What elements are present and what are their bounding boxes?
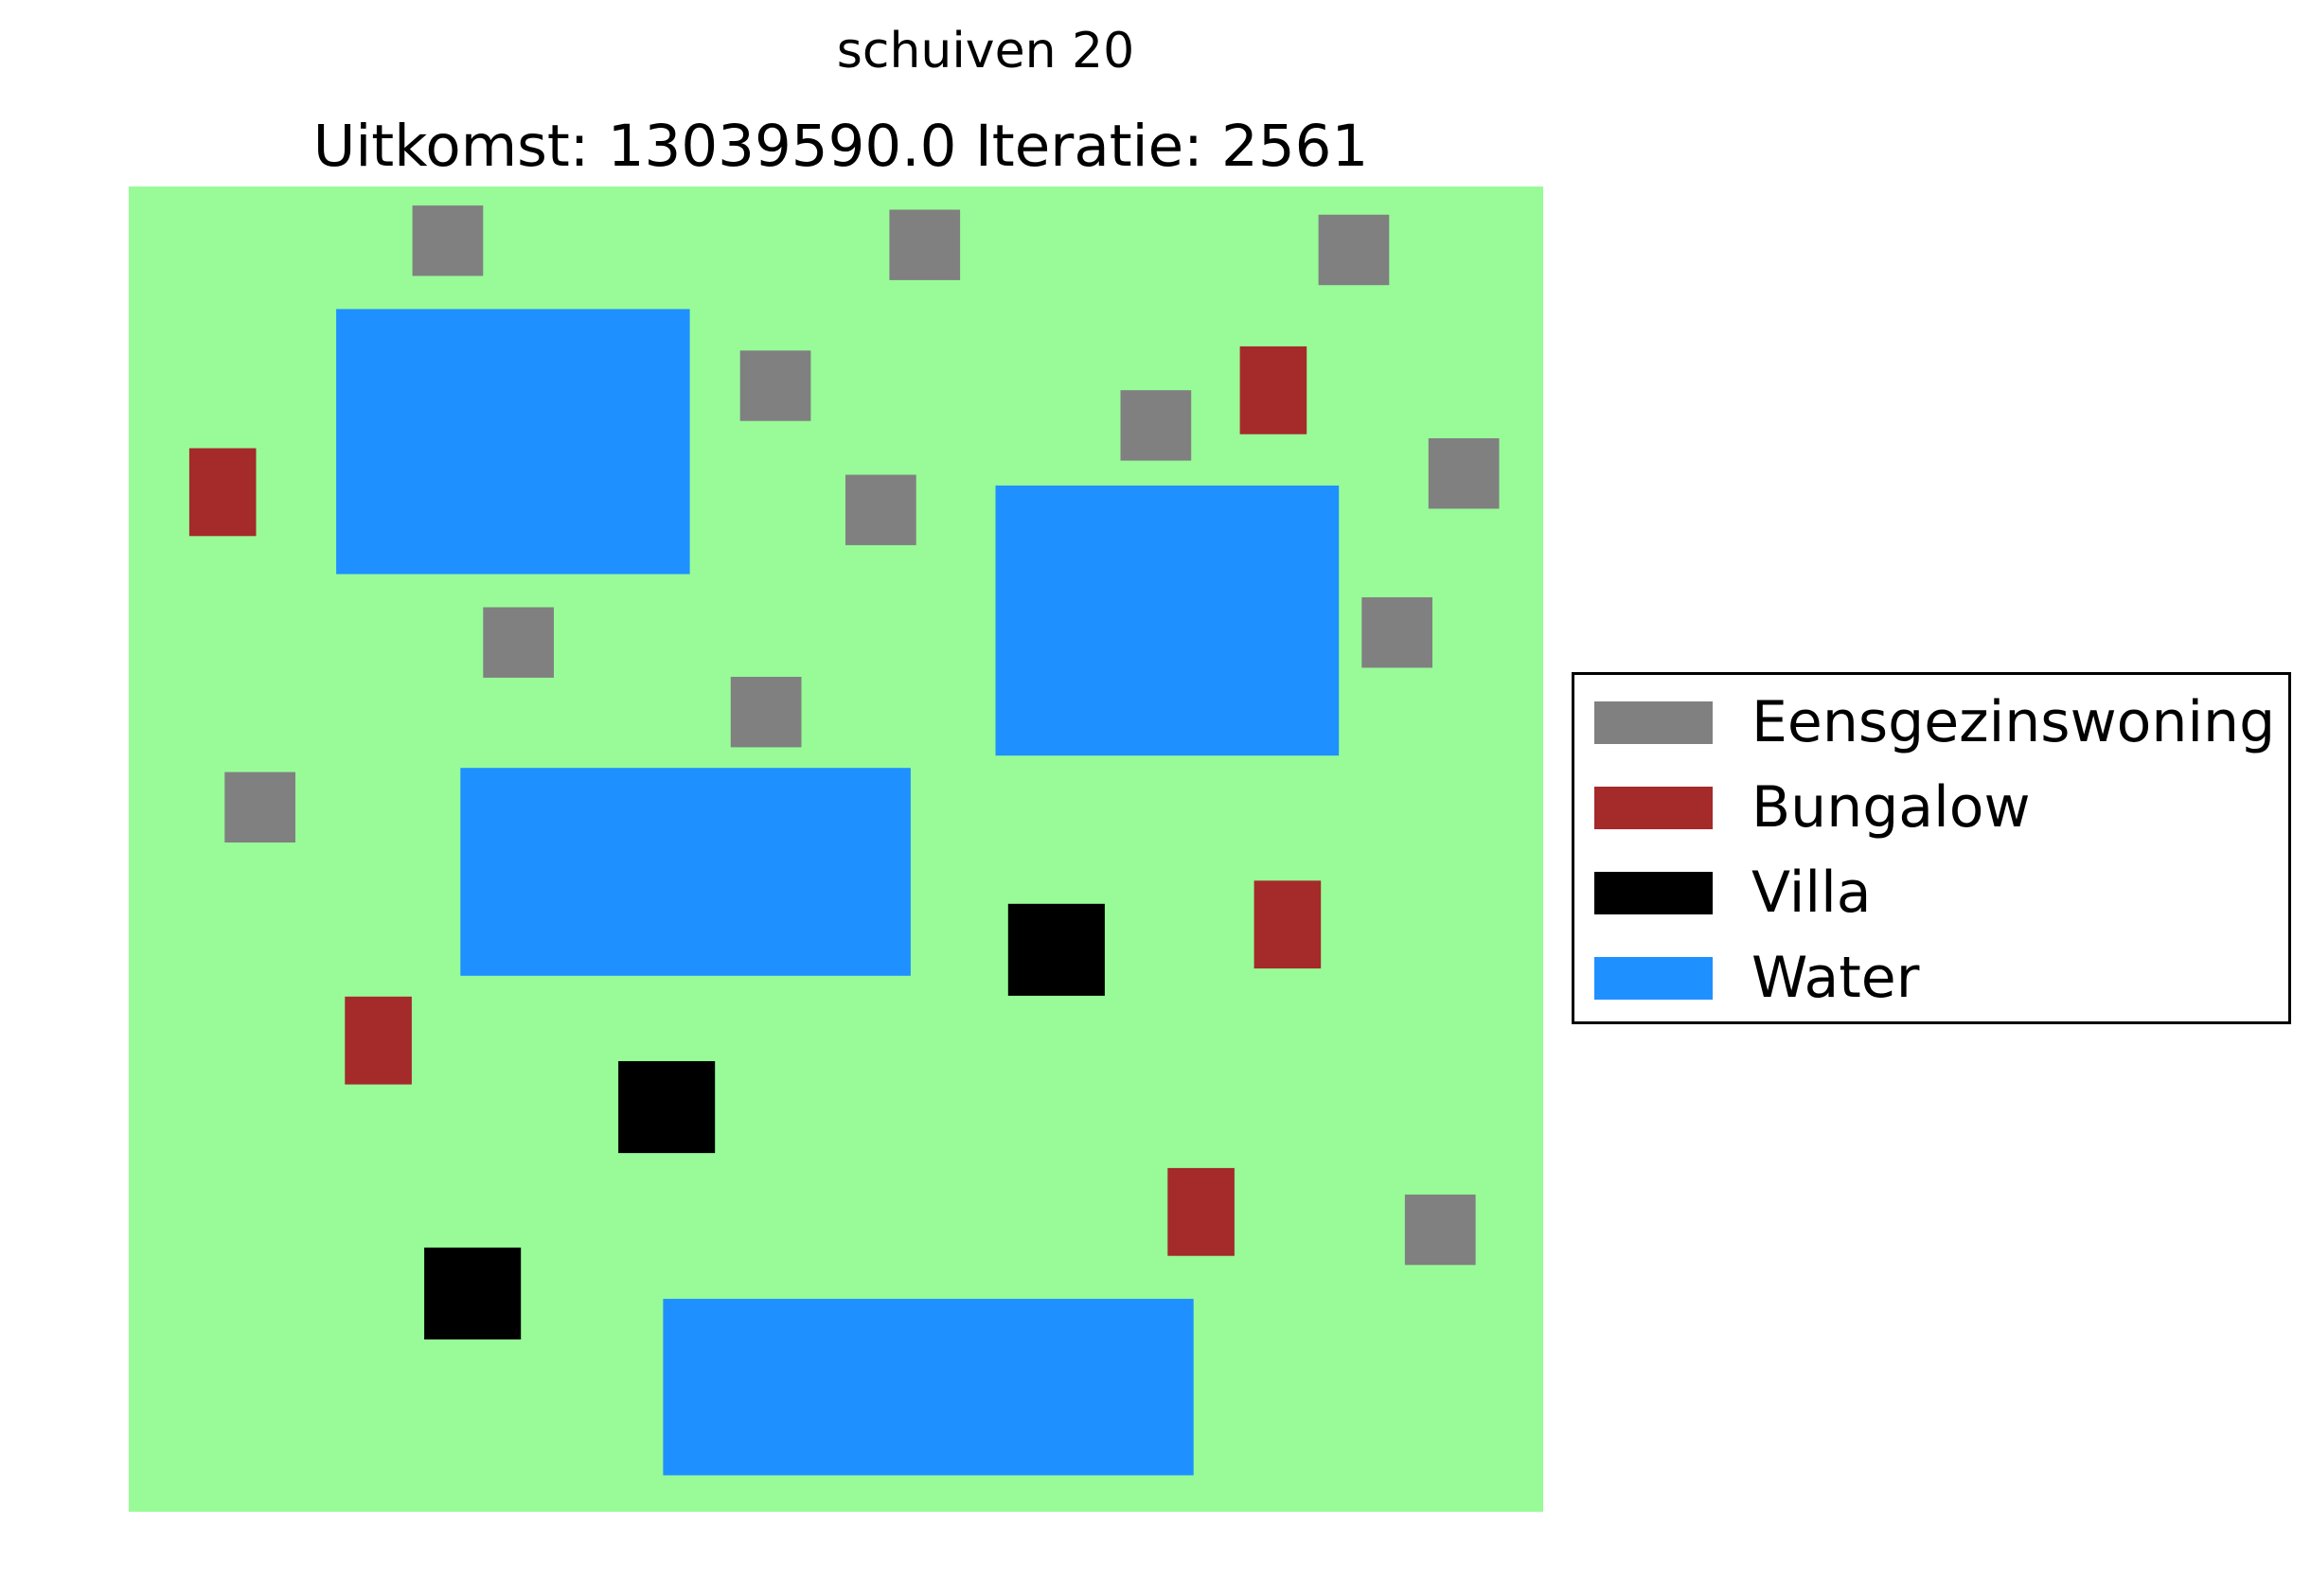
eensgezinswoning-12 — [1404, 1194, 1476, 1266]
eensgezinswoning-5 — [1120, 390, 1192, 461]
water-3 — [460, 768, 911, 976]
eensgezinswoning-2 — [889, 209, 961, 280]
water-4 — [663, 1299, 1194, 1476]
eensgezinswoning-6 — [1428, 438, 1500, 509]
legend-label-villa: Villa — [1751, 860, 1872, 926]
water-2 — [995, 485, 1340, 756]
eensgezinswoning-4 — [739, 350, 811, 421]
bungalow-2 — [1239, 346, 1307, 434]
bungalow-4 — [345, 996, 412, 1085]
legend-swatch-water — [1594, 957, 1713, 1000]
eensgezinswoning-1 — [412, 205, 484, 276]
legend: Eensgezinswoning Bungalow Villa Water — [1572, 672, 2291, 1024]
villa-2 — [618, 1061, 716, 1154]
legend-item-bungalow: Bungalow — [1574, 766, 2288, 851]
eensgezinswoning-7 — [845, 474, 916, 545]
legend-item-villa: Villa — [1574, 851, 2288, 936]
bungalow-1 — [188, 448, 257, 537]
legend-item-eensgezinswoning: Eensgezinswoning — [1574, 681, 2288, 766]
plot-marks — [188, 205, 1500, 1476]
legend-item-water: Water — [1574, 936, 2288, 1021]
bungalow-3 — [1253, 880, 1322, 969]
eensgezinswoning-8 — [483, 607, 554, 678]
villa-1 — [1007, 903, 1105, 996]
legend-swatch-eensgezinswoning — [1594, 701, 1713, 744]
legend-swatch-villa — [1594, 872, 1713, 914]
eensgezinswoning-3 — [1318, 214, 1390, 286]
legend-label-eensgezinswoning: Eensgezinswoning — [1751, 689, 2276, 755]
eensgezinswoning-9 — [1361, 597, 1432, 668]
bungalow-5 — [1167, 1167, 1235, 1256]
eensgezinswoning-10 — [730, 677, 802, 748]
legend-swatch-bungalow — [1594, 787, 1713, 829]
legend-label-bungalow: Bungalow — [1751, 774, 2031, 841]
subtitle: schuiven 20 — [836, 23, 1135, 80]
legend-label-water: Water — [1751, 945, 1920, 1011]
chart-title: Uitkomst: 13039590.0 Iteratie: 2561 — [312, 113, 1369, 180]
eensgezinswoning-11 — [224, 771, 295, 842]
water-1 — [336, 309, 690, 575]
villa-3 — [424, 1247, 522, 1339]
